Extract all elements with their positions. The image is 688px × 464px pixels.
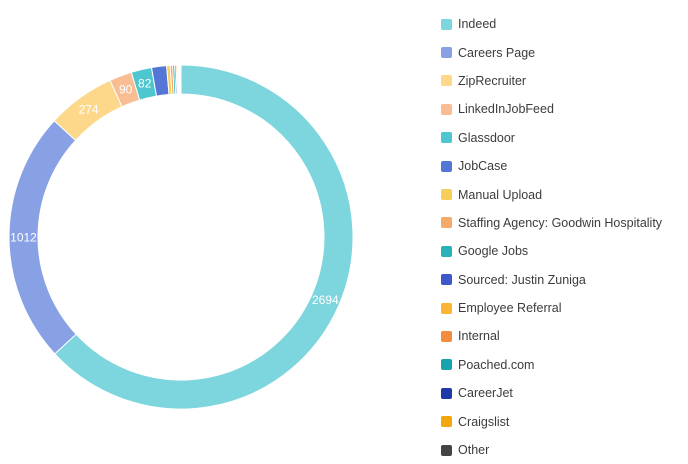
legend-item-linkedinjobfeed[interactable]: LinkedInJobFeed <box>441 95 686 123</box>
legend-label: Internal <box>458 329 500 344</box>
legend-label: Google Jobs <box>458 244 529 259</box>
legend-item-careers-page[interactable]: Careers Page <box>441 38 686 66</box>
legend-label: CareerJet <box>458 386 513 401</box>
legend-item-poached-com[interactable]: Poached.com <box>441 351 686 379</box>
chart-legend: Indeed Careers Page ZipRecruiter LinkedInJo… <box>441 10 686 464</box>
legend-swatch <box>441 75 452 87</box>
data-label-careers-page: 1012 <box>10 230 37 244</box>
legend-item-manual-upload[interactable]: Manual Upload <box>441 180 686 208</box>
legend-item-internal[interactable]: Internal <box>441 322 686 350</box>
legend-swatch <box>441 444 452 456</box>
legend-swatch <box>441 103 452 115</box>
legend-swatch <box>441 359 452 371</box>
legend-item-careerjet[interactable]: CareerJet <box>441 379 686 407</box>
legend-item-staffing-agency-goodwin-hospitality[interactable]: Staffing Agency: Goodwin Hospitality <box>441 209 686 237</box>
slice-indeed[interactable] <box>54 64 354 410</box>
legend-label: Other <box>458 443 490 458</box>
legend-swatch <box>441 160 452 172</box>
legend-swatch <box>441 302 452 314</box>
legend-swatch <box>441 330 452 342</box>
legend-label: Staffing Agency: Goodwin Hospitality <box>458 215 663 230</box>
legend-label: LinkedInJobFeed <box>458 102 554 117</box>
legend-swatch <box>441 416 452 428</box>
legend-label: Manual Upload <box>458 187 543 202</box>
legend-swatch <box>441 245 452 257</box>
slice-other[interactable] <box>179 64 182 95</box>
legend-swatch <box>441 189 452 201</box>
legend-label: Employee Referral <box>458 301 562 316</box>
legend-label: ZipRecruiter <box>458 73 527 88</box>
data-label-glassdoor: 82 <box>138 77 152 91</box>
legend-label: Sourced: Justin Zuniga <box>458 272 586 287</box>
legend-item-jobcase[interactable]: JobCase <box>441 152 686 180</box>
data-label-linkedinjobfeed: 90 <box>119 83 133 97</box>
legend-item-sourced-justin-zuniga[interactable]: Sourced: Justin Zuniga <box>441 266 686 294</box>
legend-label: Poached.com <box>458 357 535 372</box>
legend-swatch <box>441 47 452 59</box>
legend-item-ziprecruiter[interactable]: ZipRecruiter <box>441 67 686 95</box>
legend-label: Craigslist <box>458 414 510 429</box>
legend-swatch <box>441 132 452 144</box>
donut-chart-svg: 2694 1012 274 90 82 <box>8 64 354 410</box>
legend-swatch <box>441 274 452 286</box>
data-label-indeed: 2694 <box>312 293 339 307</box>
legend-swatch <box>441 217 452 229</box>
legend-item-google-jobs[interactable]: Google Jobs <box>441 237 686 265</box>
legend-item-glassdoor[interactable]: Glassdoor <box>441 124 686 152</box>
legend-swatch <box>441 387 452 399</box>
legend-item-craigslist[interactable]: Craigslist <box>441 407 686 435</box>
legend-label: Careers Page <box>458 45 536 60</box>
legend-label: Glassdoor <box>458 130 515 145</box>
legend-item-employee-referral[interactable]: Employee Referral <box>441 294 686 322</box>
legend-swatch <box>441 18 452 30</box>
legend-label: Indeed <box>458 17 497 32</box>
legend-item-other[interactable]: Other <box>441 436 686 464</box>
legend-item-indeed[interactable]: Indeed <box>441 10 686 38</box>
legend-label: JobCase <box>458 159 508 174</box>
data-label-ziprecruiter: 274 <box>79 102 99 116</box>
donut-chart: 2694 1012 274 90 82 <box>8 64 354 410</box>
